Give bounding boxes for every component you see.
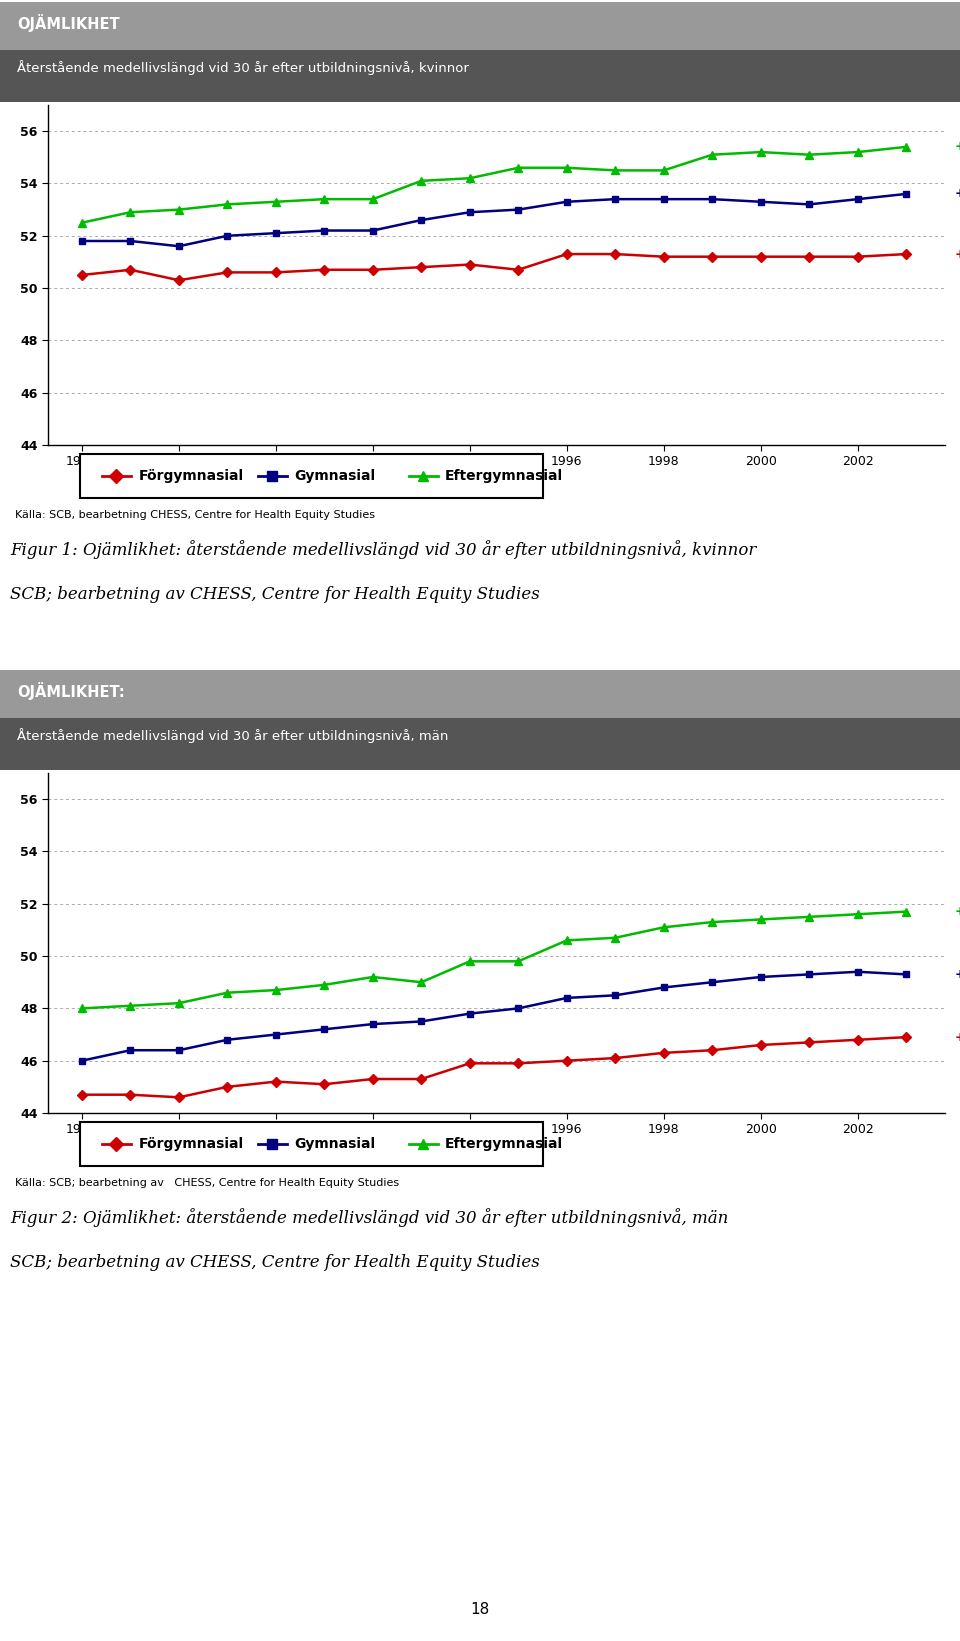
Text: +3,7: +3,7 xyxy=(954,906,960,917)
Text: Förgymnasial: Förgymnasial xyxy=(138,1137,244,1150)
Text: Återstående medellivslängd vid 30 år efter utbildningsnivå, kvinnor: Återstående medellivslängd vid 30 år eft… xyxy=(17,61,469,75)
Text: SCB; bearbetning av CHESS, Centre for Health Equity Studies: SCB; bearbetning av CHESS, Centre for He… xyxy=(10,586,540,604)
Text: Återstående medellivslängd vid 30 år efter utbildningsnivå, män: Återstående medellivslängd vid 30 år eft… xyxy=(17,729,448,743)
FancyBboxPatch shape xyxy=(81,1122,543,1165)
Text: Gymnasial: Gymnasial xyxy=(295,1137,375,1150)
Text: Figur 1: Ojämlikhet: återstående medellivslängd vid 30 år efter utbildningsnivå,: Figur 1: Ojämlikhet: återstående medelli… xyxy=(10,540,756,560)
FancyBboxPatch shape xyxy=(81,455,543,497)
Bar xyxy=(0,49,960,102)
Text: +1,8: +1,8 xyxy=(954,187,960,200)
Bar xyxy=(0,670,960,719)
Text: OJÄMLIKHET:: OJÄMLIKHET: xyxy=(17,683,125,701)
Bar xyxy=(0,2,960,49)
Text: Källa: SCB, bearbetning CHESS, Centre for Health Equity Studies: Källa: SCB, bearbetning CHESS, Centre fo… xyxy=(15,510,375,520)
Text: OJÄMLIKHET: OJÄMLIKHET xyxy=(17,15,120,33)
Bar xyxy=(0,719,960,770)
Text: SCB; bearbetning av CHESS, Centre for Health Equity Studies: SCB; bearbetning av CHESS, Centre for He… xyxy=(10,1254,540,1272)
Text: +3,3: +3,3 xyxy=(954,968,960,981)
Text: Eftergymnasial: Eftergymnasial xyxy=(445,469,564,482)
Text: +2,2: +2,2 xyxy=(954,1031,960,1044)
Text: Gymnasial: Gymnasial xyxy=(295,469,375,482)
Text: +0,7: +0,7 xyxy=(954,248,960,261)
Text: Figur 2: Ojämlikhet: återstående medellivslängd vid 30 år efter utbildningsnivå,: Figur 2: Ojämlikhet: återstående medelli… xyxy=(10,1208,729,1227)
Text: Förgymnasial: Förgymnasial xyxy=(138,469,244,482)
Text: Källa: SCB; bearbetning av   CHESS, Centre for Health Equity Studies: Källa: SCB; bearbetning av CHESS, Centre… xyxy=(15,1178,399,1188)
Text: Eftergymnasial: Eftergymnasial xyxy=(445,1137,564,1150)
Text: +3,0: +3,0 xyxy=(954,141,960,153)
Text: 18: 18 xyxy=(470,1603,490,1618)
